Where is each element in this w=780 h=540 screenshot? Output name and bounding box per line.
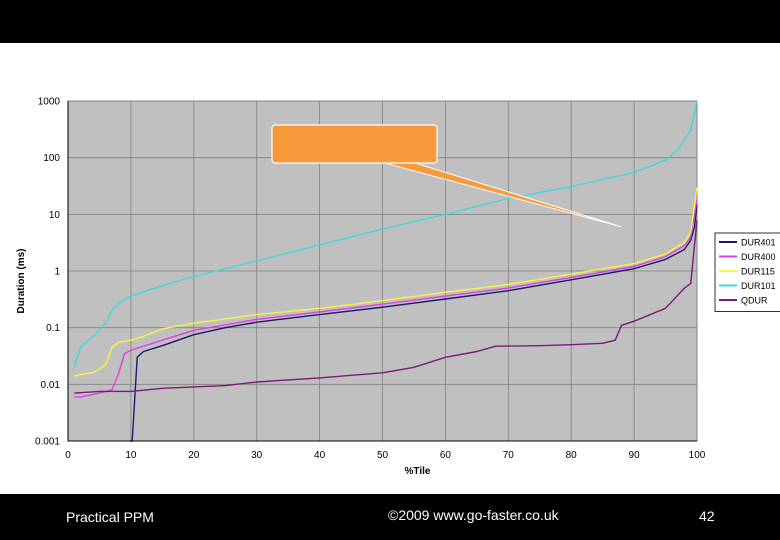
- x-tick-label: 80: [566, 450, 578, 461]
- legend-label-dur101: DUR101: [741, 281, 776, 291]
- slide-area: 0 10 20 30 40 50 60 70 80 90 100 0.001 0.01 0.1 1 10 100…: [0, 43, 780, 494]
- x-axis-title: %Tile: [405, 466, 431, 477]
- series-line-dur115: [74, 187, 698, 377]
- legend-label-dur401: DUR401: [741, 238, 776, 248]
- series-line-dur101: [73, 100, 698, 368]
- callout-box: [271, 124, 438, 164]
- y-tick-label: 0.1: [46, 323, 60, 334]
- x-tick-label: 20: [188, 450, 200, 461]
- legend-label-qdur: QDUR: [741, 296, 768, 306]
- x-tick-label: 40: [314, 450, 326, 461]
- y-tick-label: 1000: [38, 97, 61, 108]
- series-line-qdur: [74, 219, 698, 394]
- x-tick-label: 90: [629, 450, 641, 461]
- y-tick-label: 100: [43, 153, 60, 164]
- legend-label-dur400: DUR400: [741, 252, 776, 262]
- x-tick-label: 50: [377, 450, 389, 461]
- legend-label-dur115: DUR115: [741, 267, 775, 277]
- y-tick-label: 1: [54, 267, 60, 278]
- footer-page-number: 42: [699, 508, 715, 524]
- duration-percentile-chart: 0 10 20 30 40 50 60 70 80 90 100 0.001 0.01 0.1 1 10 100…: [16, 97, 780, 477]
- footer-copyright: ©2009 www.go-faster.co.uk: [388, 507, 559, 523]
- series-line-dur400: [74, 199, 698, 398]
- legend-box: [714, 232, 780, 312]
- y-tick-label: 0.001: [35, 437, 60, 448]
- callout-annotation: [271, 124, 622, 228]
- x-tick-label: 70: [503, 450, 515, 461]
- x-tick-label: 100: [689, 450, 706, 461]
- y-tick-label: 0.01: [41, 380, 61, 391]
- x-tick-label: 60: [440, 450, 452, 461]
- x-tick-label: 10: [125, 450, 137, 461]
- x-tick-label: 0: [65, 450, 71, 461]
- y-tick-label: 10: [49, 210, 61, 221]
- x-tick-label: 30: [251, 450, 263, 461]
- y-axis-title: Duration (ms): [16, 249, 27, 314]
- footer-presentation-title: Practical PPM: [66, 509, 154, 525]
- series-line-dur401: [130, 204, 698, 442]
